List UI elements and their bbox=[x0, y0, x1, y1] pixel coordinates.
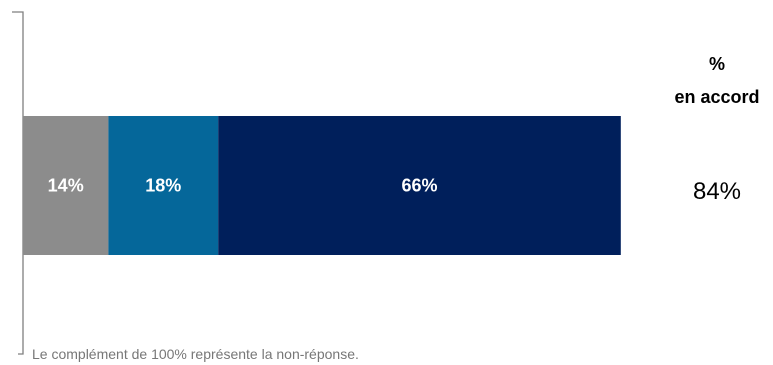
bar-segment-label-3: 66% bbox=[401, 176, 437, 196]
bar-segment-label-1: 14% bbox=[48, 176, 84, 196]
bar-segment-3 bbox=[218, 116, 621, 255]
bar-segment-label-2: 18% bbox=[145, 176, 181, 196]
stacked-bar: 14% 18% 66% bbox=[23, 116, 621, 255]
summary-value: 84% bbox=[693, 178, 741, 205]
footnote: Le complément de 100% représente la non-… bbox=[32, 346, 359, 362]
bar-segment-1 bbox=[23, 116, 109, 255]
summary-header-line1: % bbox=[709, 54, 725, 74]
summary-header-line2: en accord bbox=[674, 87, 759, 107]
axis-bracket bbox=[12, 11, 24, 355]
bar-segment-2 bbox=[108, 116, 219, 255]
